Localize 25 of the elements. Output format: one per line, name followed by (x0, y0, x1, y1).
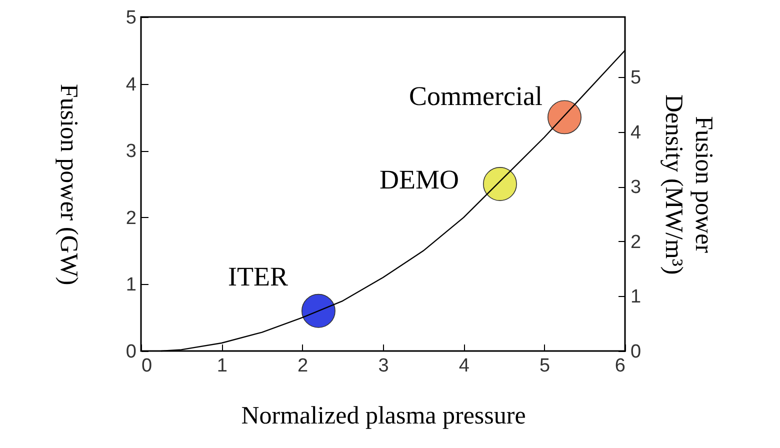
x-axis-title: Normalized plasma pressure (241, 402, 526, 430)
x-tick-label: 4 (458, 356, 470, 376)
x-tick-label: 0 (142, 356, 152, 376)
series-label: ITER (228, 262, 288, 292)
x-tick-label: 2 (298, 356, 308, 376)
x-tick-label: 6 (614, 356, 626, 376)
y2-tick-label: 1 (630, 286, 642, 308)
y-tick-label: 0 (126, 342, 136, 362)
y2-tick-label: 5 (630, 68, 642, 89)
x-tick-label: 1 (216, 356, 228, 376)
y2-tick-label: 2 (630, 232, 642, 253)
y-tick-label: 2 (126, 208, 136, 229)
y2-tick-label: 4 (630, 122, 642, 144)
x-tick-label: 5 (540, 356, 550, 376)
y-tick-label: 3 (126, 141, 136, 162)
series-label: Commercial (409, 81, 542, 112)
y-axis-title: Fusion power (GW) (54, 84, 82, 286)
y-tick-label: 4 (126, 74, 137, 96)
y2-tick-label: 3 (630, 177, 642, 198)
y2-tick-label: 0 (630, 342, 642, 362)
series-label: DEMO (380, 164, 460, 195)
y-tick-label: 5 (126, 8, 136, 28)
y-tick-label: 1 (126, 274, 136, 296)
y2-axis-title: Fusion power Density (MW/m³) (660, 94, 718, 275)
x-tick-label: 3 (378, 356, 389, 376)
